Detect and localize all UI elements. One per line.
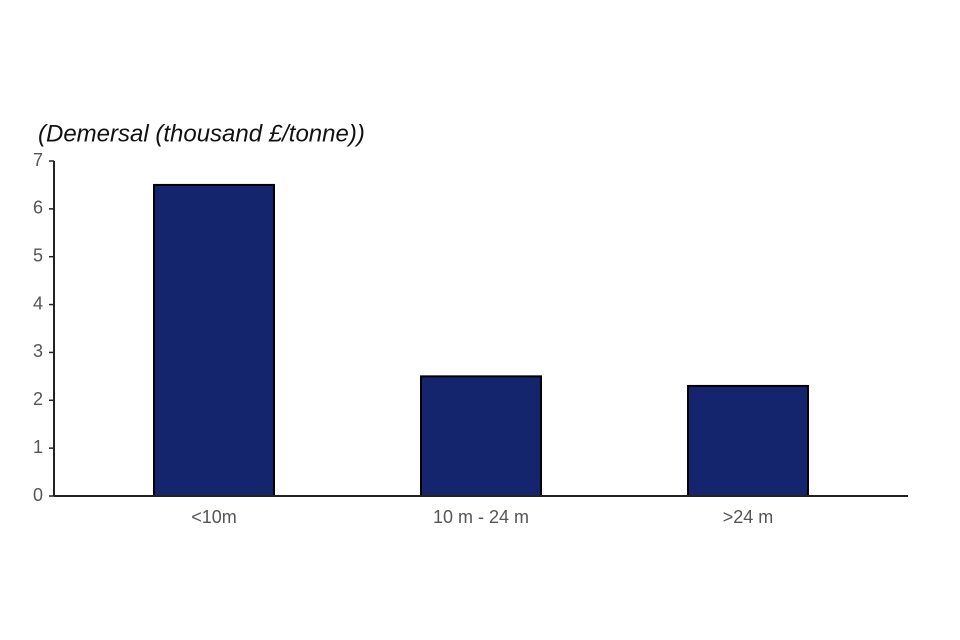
bar	[153, 183, 275, 498]
y-tick-label: 4	[33, 293, 43, 313]
y-tick-label: 6	[33, 198, 43, 218]
x-tick-label: <10m	[191, 507, 237, 527]
x-tick-label: >24 m	[723, 507, 774, 527]
y-tick-label: 1	[33, 437, 43, 457]
chart-title: (Demersal (thousand £/tonne))	[38, 120, 365, 147]
bar	[420, 375, 542, 498]
y-tick-label: 2	[33, 389, 43, 409]
y-tick-label: 0	[33, 485, 43, 505]
x-tick-label: 10 m - 24 m	[433, 507, 529, 527]
y-tick-label: 3	[33, 341, 43, 361]
bar	[687, 384, 809, 497]
y-tick-label: 5	[33, 245, 43, 265]
y-tick-label: 7	[33, 150, 43, 170]
